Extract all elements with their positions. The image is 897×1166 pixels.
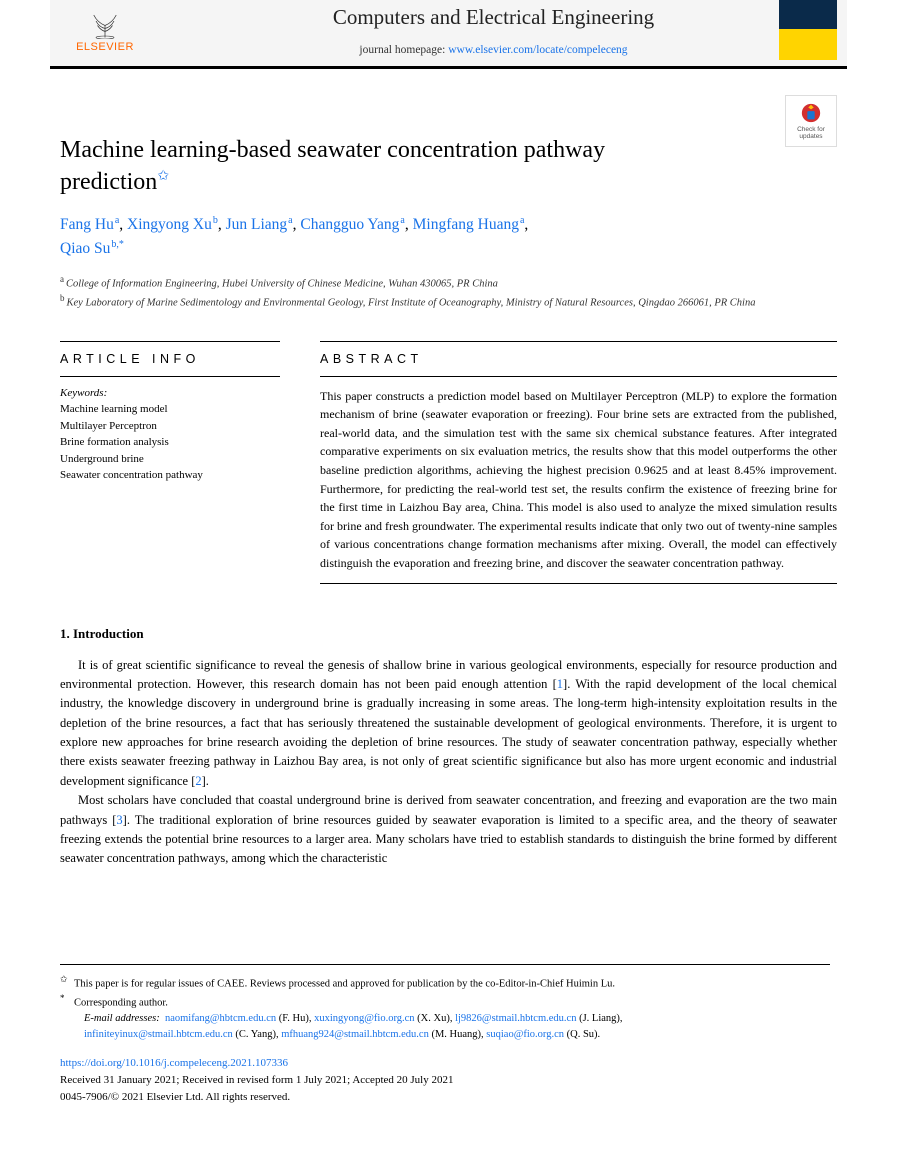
keyword: Machine learning model bbox=[60, 401, 280, 418]
affiliation-text: College of Information Engineering, Hube… bbox=[66, 279, 498, 290]
copyright-text: 0045-7906/© 2021 Elsevier Ltd. All right… bbox=[60, 1091, 290, 1103]
author-link[interactable]: Xingyong Xu bbox=[127, 216, 212, 233]
keyword: Seawater concentration pathway bbox=[60, 467, 280, 484]
received-dates: Received 31 January 2021; Received in re… bbox=[60, 1074, 453, 1086]
author-link[interactable]: Mingfang Huang bbox=[413, 216, 519, 233]
affil-mark: a bbox=[115, 215, 119, 226]
email-link[interactable]: mfhuang924@stmail.hbtcm.edu.cn bbox=[281, 1029, 429, 1040]
keywords-label: Keywords: bbox=[60, 385, 280, 402]
author-link[interactable]: Qiao Su bbox=[60, 240, 110, 257]
publisher-name: ELSEVIER bbox=[76, 41, 134, 53]
affil-mark: a bbox=[288, 215, 292, 226]
article-info-heading: ARTICLE INFO bbox=[60, 341, 280, 376]
keyword: Underground brine bbox=[60, 451, 280, 468]
footnotes: ✩This paper is for regular issues of CAE… bbox=[60, 964, 830, 1043]
article-title: Machine learning-based seawater concentr… bbox=[60, 134, 660, 199]
crossmark-icon bbox=[800, 102, 822, 124]
journal-header: ELSEVIER Computers and Electrical Engine… bbox=[50, 0, 847, 69]
title-footnote-mark: ✩ bbox=[157, 169, 169, 184]
email-link[interactable]: naomifang@hbtcm.edu.cn bbox=[165, 1013, 276, 1024]
affil-mark: a bbox=[400, 215, 404, 226]
footnote-text: Corresponding author. bbox=[74, 997, 168, 1008]
author-list: Fang Hua, Xingyong Xub, Jun Lianga, Chan… bbox=[60, 213, 837, 261]
affil-mark: a bbox=[520, 215, 524, 226]
keyword: Multilayer Perceptron bbox=[60, 418, 280, 435]
body-paragraph: It is of great scientific significance t… bbox=[60, 656, 837, 792]
keyword: Brine formation analysis bbox=[60, 434, 280, 451]
journal-homepage: journal homepage: www.elsevier.com/locat… bbox=[150, 44, 837, 56]
check-for-updates-button[interactable]: Check for updates bbox=[785, 95, 837, 147]
author-link[interactable]: Fang Hu bbox=[60, 216, 114, 233]
abstract-heading: ABSTRACT bbox=[320, 341, 837, 376]
affil-mark: b bbox=[213, 215, 218, 226]
journal-cover-thumb bbox=[779, 0, 837, 60]
homepage-prefix: journal homepage: bbox=[359, 44, 448, 56]
email-link[interactable]: infiniteyinux@stmail.hbtcm.edu.cn bbox=[84, 1029, 233, 1040]
affiliation-text: Key Laboratory of Marine Sedimentology a… bbox=[67, 297, 756, 308]
email-link[interactable]: xuxingyong@fio.org.cn bbox=[314, 1013, 414, 1024]
author-link[interactable]: Changguo Yang bbox=[300, 216, 399, 233]
affil-mark: b,* bbox=[111, 239, 124, 250]
section-heading: 1. Introduction bbox=[60, 626, 837, 642]
email-link[interactable]: suqiao@fio.org.cn bbox=[486, 1029, 564, 1040]
check-updates-label: Check for updates bbox=[786, 126, 836, 140]
email-label: E-mail addresses: bbox=[84, 1013, 160, 1024]
author-link[interactable]: Jun Liang bbox=[226, 216, 288, 233]
email-link[interactable]: lj9826@stmail.hbtcm.edu.cn bbox=[455, 1013, 576, 1024]
homepage-link[interactable]: www.elsevier.com/locate/compeleceng bbox=[448, 44, 627, 56]
publisher-logo: ELSEVIER bbox=[60, 9, 150, 53]
affiliations: aCollege of Information Engineering, Hub… bbox=[60, 273, 837, 310]
doi-block: https://doi.org/10.1016/j.compeleceng.20… bbox=[60, 1055, 837, 1106]
abstract-text: This paper constructs a prediction model… bbox=[320, 376, 837, 584]
doi-link[interactable]: https://doi.org/10.1016/j.compeleceng.20… bbox=[60, 1057, 288, 1069]
body-paragraph: Most scholars have concluded that coasta… bbox=[60, 791, 837, 869]
elsevier-tree-icon bbox=[75, 9, 135, 39]
footnote-text: This paper is for regular issues of CAEE… bbox=[74, 978, 615, 989]
journal-title: Computers and Electrical Engineering bbox=[150, 5, 837, 30]
keywords-block: Keywords: Machine learning model Multila… bbox=[60, 376, 280, 484]
